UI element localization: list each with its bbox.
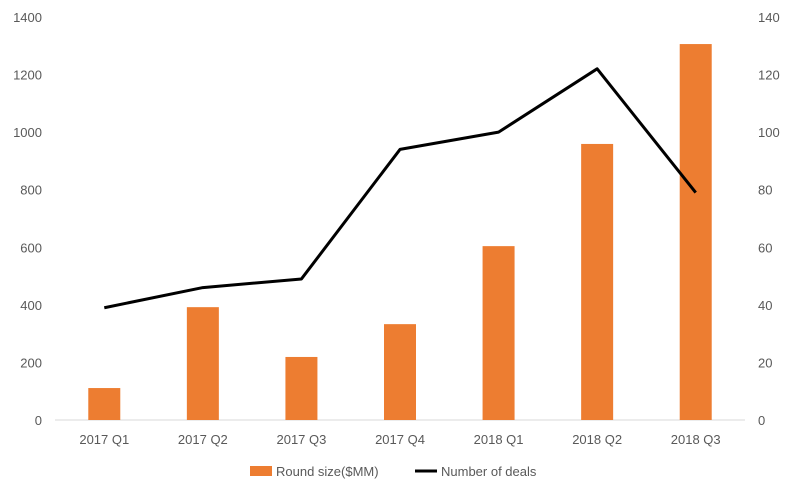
x-tick-label: 2017 Q1 <box>79 432 129 447</box>
right-tick-label: 40 <box>758 298 772 313</box>
bar-round-size <box>384 324 416 420</box>
right-tick-label: 120 <box>758 68 780 83</box>
legend: Round size($MM) Number of deals <box>250 464 537 479</box>
left-tick-label: 200 <box>20 355 42 370</box>
right-tick-label: 60 <box>758 240 772 255</box>
left-tick-label: 1000 <box>13 125 42 140</box>
legend-label-deals: Number of deals <box>441 464 537 479</box>
left-tick-label: 600 <box>20 240 42 255</box>
bar-round-size <box>285 357 317 420</box>
bar-round-size <box>581 144 613 420</box>
left-tick-label: 0 <box>35 413 42 428</box>
left-tick-label: 400 <box>20 298 42 313</box>
x-tick-label: 2017 Q2 <box>178 432 228 447</box>
x-tick-label: 2017 Q3 <box>276 432 326 447</box>
legend-label-round-size: Round size($MM) <box>276 464 379 479</box>
right-tick-label: 140 <box>758 10 780 25</box>
bar-round-size <box>483 246 515 420</box>
x-tick-label: 2017 Q4 <box>375 432 425 447</box>
x-tick-label: 2018 Q1 <box>474 432 524 447</box>
bar-round-size <box>187 307 219 420</box>
x-tick-label: 2018 Q3 <box>671 432 721 447</box>
bar-round-size <box>680 44 712 420</box>
right-tick-label: 80 <box>758 183 772 198</box>
bar-round-size <box>88 388 120 420</box>
left-tick-label: 1200 <box>13 68 42 83</box>
legend-swatch-round-size <box>250 466 272 476</box>
right-tick-label: 0 <box>758 413 765 428</box>
left-tick-label: 800 <box>20 183 42 198</box>
right-tick-label: 20 <box>758 355 772 370</box>
x-tick-label: 2018 Q2 <box>572 432 622 447</box>
left-tick-label: 1400 <box>13 10 42 25</box>
right-tick-label: 100 <box>758 125 780 140</box>
